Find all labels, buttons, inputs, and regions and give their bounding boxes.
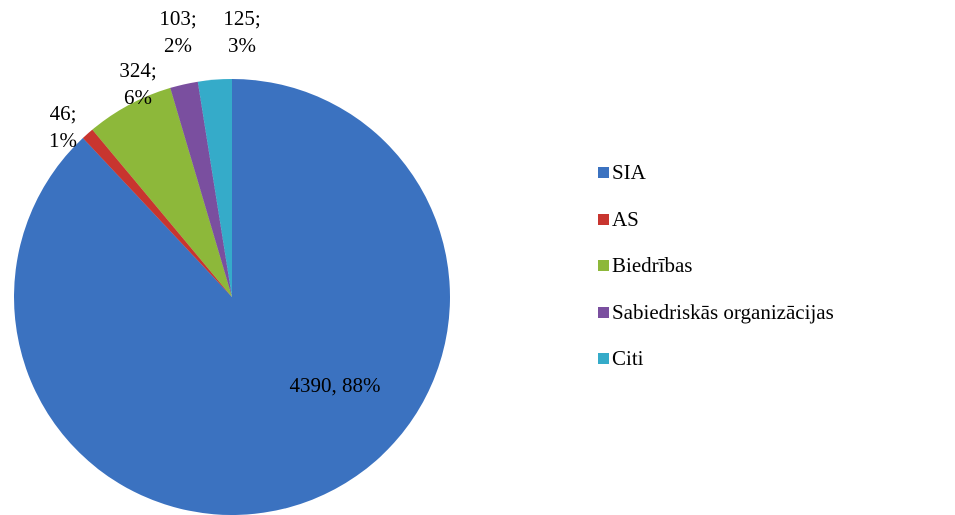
legend-label: AS <box>612 206 639 231</box>
data-label: 324; 6% <box>119 58 157 109</box>
pie-slice <box>92 87 232 298</box>
legend-swatch <box>598 306 609 318</box>
legend-label: Citi <box>612 346 644 370</box>
legend-label: Biedrības <box>612 253 693 277</box>
pie-slice <box>170 81 232 298</box>
legend-swatch <box>598 167 609 178</box>
pie-slice <box>82 129 233 297</box>
legend-swatch <box>598 260 609 271</box>
pie-slice <box>197 79 232 297</box>
data-label: 103; 2% <box>159 6 197 57</box>
legend-swatch <box>598 213 609 225</box>
legend-label: Sabiedriskās organizācijas <box>612 299 834 324</box>
data-label: 125; 3% <box>223 6 261 57</box>
legend-swatch <box>598 353 609 364</box>
data-label: 46; 1% <box>49 101 77 152</box>
legend-label: SIA <box>612 160 646 184</box>
data-label: 4390, 88% <box>289 373 381 397</box>
